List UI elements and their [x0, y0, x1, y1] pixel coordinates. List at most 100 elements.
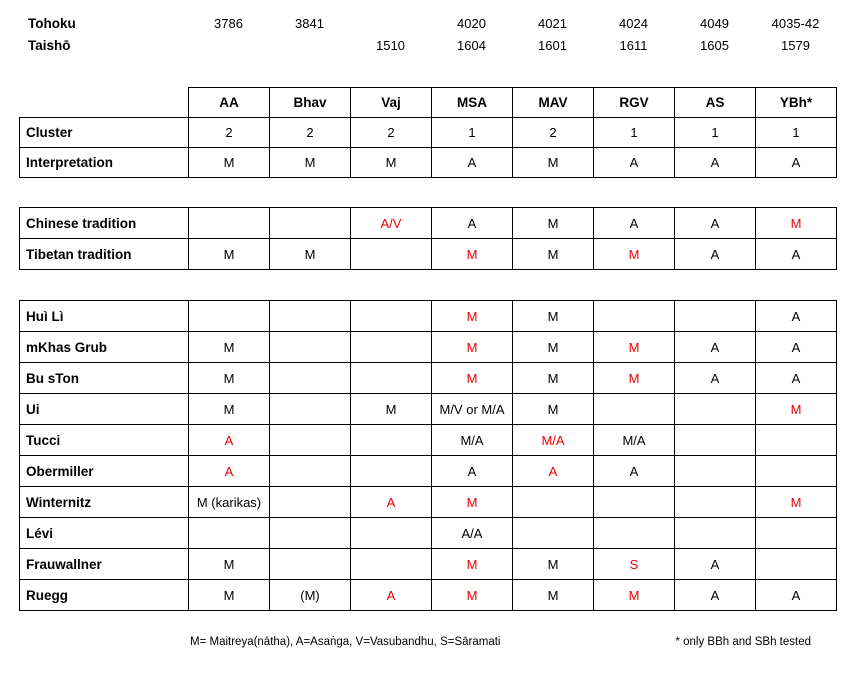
table-cell: M — [512, 579, 594, 611]
table-cell: M — [431, 548, 513, 580]
table-cell: A — [674, 147, 756, 178]
column-header: YBh* — [755, 87, 837, 118]
row-label: Obermiller — [19, 455, 189, 487]
row-label: Cluster — [19, 117, 189, 148]
row-label: Winternitz — [19, 486, 189, 518]
table-row: Tibetan tradition M M M M M A A — [19, 238, 837, 270]
table-cell: (M) — [269, 579, 351, 611]
table-cell — [269, 393, 351, 425]
table-cell — [350, 300, 432, 332]
table-cell: M — [431, 362, 513, 394]
row-label: mKhas Grub — [19, 331, 189, 363]
table-cell: 1 — [431, 117, 513, 148]
table-cell: M — [188, 548, 270, 580]
table-cell: M — [512, 207, 594, 239]
table-cell — [593, 300, 675, 332]
table-cell: 1 — [593, 117, 675, 148]
table-cell: M — [350, 393, 432, 425]
table-cell: 1 — [674, 117, 756, 148]
asterisk-footnote: * only BBh and SBh tested — [675, 636, 811, 648]
table-cell: A — [350, 486, 432, 518]
table-cell — [512, 517, 594, 549]
table-cell: M — [512, 300, 594, 332]
catalog-number: 1579 — [781, 38, 810, 53]
table-cell: M — [593, 362, 675, 394]
table-cell — [350, 517, 432, 549]
catalog-number: 1605 — [700, 38, 729, 53]
row-label: Tucci — [19, 424, 189, 456]
table-cell: M — [431, 579, 513, 611]
catalog-number: 1510 — [376, 38, 405, 53]
table-cell: A — [593, 207, 675, 239]
column-header: AA — [188, 87, 270, 118]
row-label: Interpretation — [19, 147, 189, 178]
column-header: AS — [674, 87, 756, 118]
catalog-row-label: Taishō — [28, 38, 71, 53]
row-label: Chinese tradition — [19, 207, 189, 239]
table-cell — [674, 393, 756, 425]
table-cell: M — [431, 331, 513, 363]
catalog-row-label: Tohoku — [28, 16, 76, 31]
table-cell: M — [512, 548, 594, 580]
table-row: Chinese tradition A/V A M A A M — [19, 207, 837, 239]
table-cell: M/A — [431, 424, 513, 456]
table-cell: M — [188, 147, 270, 178]
table-cell — [269, 331, 351, 363]
table-cell: A — [755, 362, 837, 394]
table-cell — [674, 424, 756, 456]
table-cell: M — [431, 300, 513, 332]
table-cell — [350, 424, 432, 456]
table-cell: M — [512, 147, 594, 178]
catalog-number: 3841 — [295, 16, 324, 31]
table-cell — [755, 517, 837, 549]
table-cell: 2 — [512, 117, 594, 148]
table-cell — [188, 517, 270, 549]
table-cell — [269, 300, 351, 332]
table-cell: M — [755, 207, 837, 239]
table-cell — [350, 455, 432, 487]
table-cell: M — [512, 362, 594, 394]
table-cell: S — [593, 548, 675, 580]
column-header: Bhav — [269, 87, 351, 118]
table-cell: M/A — [512, 424, 594, 456]
table-cell — [188, 207, 270, 239]
tradition-table: Chinese tradition A/V A M A A M Tibetan traditi… — [19, 207, 837, 270]
table-cell: A — [512, 455, 594, 487]
catalog-number — [269, 35, 350, 57]
table-cell — [269, 517, 351, 549]
row-label: Frauwallner — [19, 548, 189, 580]
table-cell: A — [188, 424, 270, 456]
footnotes: M= Maitreya(nātha), A=Asaṅga, V=Vasuband… — [0, 636, 861, 648]
table-cell — [269, 548, 351, 580]
column-header: MSA — [431, 87, 513, 118]
table-cell: A — [431, 455, 513, 487]
catalog-number: 4049 — [700, 16, 729, 31]
table-cell: 2 — [269, 117, 351, 148]
table-cell: A — [593, 455, 675, 487]
table-cell: A — [755, 331, 837, 363]
table-cell: A — [674, 362, 756, 394]
cluster-table: AA Bhav Vaj MSA MAV RGV AS YBh* Cluster 2 2 2 1 2 1 1 1 I… — [19, 87, 837, 178]
catalog-number — [188, 35, 269, 57]
table-cell: M — [188, 579, 270, 611]
table-cell — [512, 486, 594, 518]
table-cell: M — [593, 331, 675, 363]
column-header: RGV — [593, 87, 675, 118]
table-cell: A — [674, 238, 756, 270]
table-cell: M — [269, 147, 351, 178]
column-header-row: AA Bhav Vaj MSA MAV RGV AS YBh* — [20, 87, 837, 118]
blank-corner-cell — [20, 88, 189, 118]
table-row: Obermiller A A A A — [19, 455, 837, 487]
table-row: Cluster 2 2 2 1 2 1 1 1 — [19, 117, 837, 148]
table-cell: M — [512, 331, 594, 363]
row-label: Ui — [19, 393, 189, 425]
table-row: Winternitz M (karikas) A M M — [19, 486, 837, 518]
table-cell: A — [188, 455, 270, 487]
table-row: Frauwallner M M M S A — [19, 548, 837, 580]
table-cell — [350, 331, 432, 363]
catalog-number: 1611 — [619, 38, 648, 53]
table-cell: 2 — [188, 117, 270, 148]
table-cell: A — [755, 300, 837, 332]
